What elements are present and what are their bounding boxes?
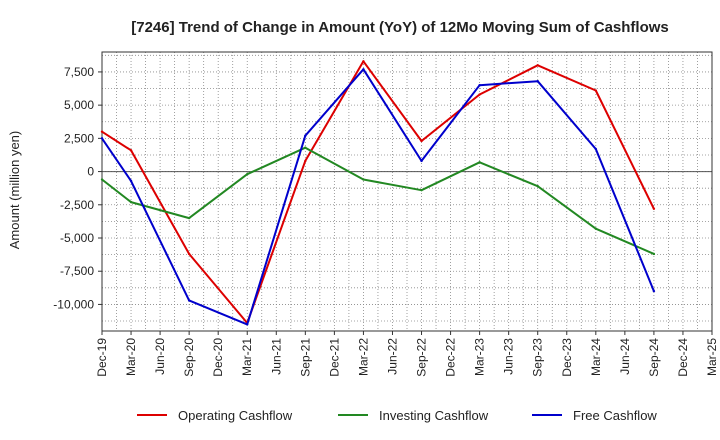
y-tick-label: -2,500 bbox=[60, 198, 94, 212]
x-tick-label: Jun-21 bbox=[269, 338, 283, 375]
y-tick-label: -10,000 bbox=[53, 297, 94, 311]
data-point-investing-cashflow bbox=[304, 146, 307, 149]
data-point-free-cashflow bbox=[246, 323, 249, 326]
data-point-investing-cashflow bbox=[246, 173, 249, 176]
x-tick-label: Sep-22 bbox=[415, 338, 429, 377]
x-tick-label: Dec-22 bbox=[444, 338, 458, 377]
data-point-free-cashflow bbox=[362, 68, 365, 71]
x-tick-label: Mar-24 bbox=[589, 338, 603, 376]
x-tick-label: Sep-21 bbox=[298, 338, 312, 377]
x-tick-label: Mar-25 bbox=[705, 338, 719, 376]
chart-title: [7246] Trend of Change in Amount (YoY) o… bbox=[131, 19, 669, 36]
data-point-free-cashflow bbox=[100, 137, 104, 140]
x-tick-label: Mar-23 bbox=[473, 338, 487, 376]
data-point-operating-cashflow bbox=[100, 130, 104, 133]
data-point-investing-cashflow bbox=[362, 178, 365, 181]
y-tick-label: 7,500 bbox=[64, 65, 94, 79]
plot-background bbox=[102, 52, 712, 331]
data-point-operating-cashflow bbox=[652, 207, 656, 210]
x-tick-label: Sep-23 bbox=[531, 338, 545, 377]
data-point-free-cashflow bbox=[536, 80, 539, 83]
legend-label-investing-cashflow: Investing Cashflow bbox=[379, 408, 489, 423]
x-tick-label: Mar-20 bbox=[124, 338, 138, 376]
data-point-operating-cashflow bbox=[129, 149, 133, 152]
legend-label-free-cashflow: Free Cashflow bbox=[573, 408, 657, 423]
x-tick-label: Sep-20 bbox=[182, 338, 196, 377]
data-point-operating-cashflow bbox=[304, 159, 307, 163]
y-tick-label: 0 bbox=[87, 165, 94, 179]
data-point-operating-cashflow bbox=[362, 60, 365, 63]
data-point-free-cashflow bbox=[652, 289, 656, 293]
x-tick-label: Mar-21 bbox=[240, 338, 254, 376]
x-tick-label: Jun-24 bbox=[618, 338, 632, 375]
y-tick-label: -5,000 bbox=[60, 231, 94, 245]
legend-label-operating-cashflow: Operating Cashflow bbox=[178, 408, 293, 423]
x-tick-label: Jun-20 bbox=[153, 338, 167, 375]
data-point-investing-cashflow bbox=[478, 161, 481, 164]
x-tick-label: Dec-19 bbox=[95, 338, 109, 377]
y-tick-label: 2,500 bbox=[64, 131, 94, 145]
x-tick-label: Dec-20 bbox=[211, 338, 225, 377]
x-tick-label: Mar-22 bbox=[356, 338, 370, 376]
data-point-investing-cashflow bbox=[594, 227, 598, 230]
y-tick-label: -7,500 bbox=[60, 264, 94, 278]
data-point-free-cashflow bbox=[129, 179, 133, 183]
data-point-operating-cashflow bbox=[187, 252, 191, 256]
data-point-investing-cashflow bbox=[420, 188, 423, 192]
data-point-operating-cashflow bbox=[478, 93, 481, 96]
y-tick-label: 5,000 bbox=[64, 98, 94, 112]
x-tick-label: Dec-21 bbox=[327, 338, 341, 377]
data-point-free-cashflow bbox=[594, 147, 598, 151]
x-tick-label: Jun-23 bbox=[502, 338, 516, 375]
data-point-operating-cashflow bbox=[420, 139, 423, 143]
data-point-free-cashflow bbox=[420, 159, 423, 163]
plot-frame bbox=[101, 51, 713, 332]
data-point-free-cashflow bbox=[187, 299, 191, 302]
x-tick-label: Sep-24 bbox=[647, 338, 661, 377]
data-point-free-cashflow bbox=[304, 134, 307, 137]
x-tick-label: Jun-22 bbox=[385, 338, 399, 375]
data-point-investing-cashflow bbox=[187, 216, 191, 220]
legend: Operating Cashflow Investing Cashflow Free… bbox=[137, 408, 657, 423]
data-point-operating-cashflow bbox=[536, 64, 539, 67]
data-point-investing-cashflow bbox=[536, 184, 539, 188]
data-point-free-cashflow bbox=[478, 84, 481, 87]
x-tick-label: Dec-24 bbox=[676, 338, 690, 377]
y-axis-label: Amount (million yen) bbox=[7, 131, 22, 250]
data-point-investing-cashflow bbox=[652, 252, 656, 256]
data-point-operating-cashflow bbox=[594, 89, 598, 92]
data-point-investing-cashflow bbox=[100, 178, 104, 181]
x-tick-label: Dec-23 bbox=[560, 338, 574, 377]
data-point-investing-cashflow bbox=[129, 200, 133, 204]
plot-area: 7,500 5,000 2,500 0 -2,500 -5,000 -7,500 -10,00… bbox=[53, 51, 719, 377]
